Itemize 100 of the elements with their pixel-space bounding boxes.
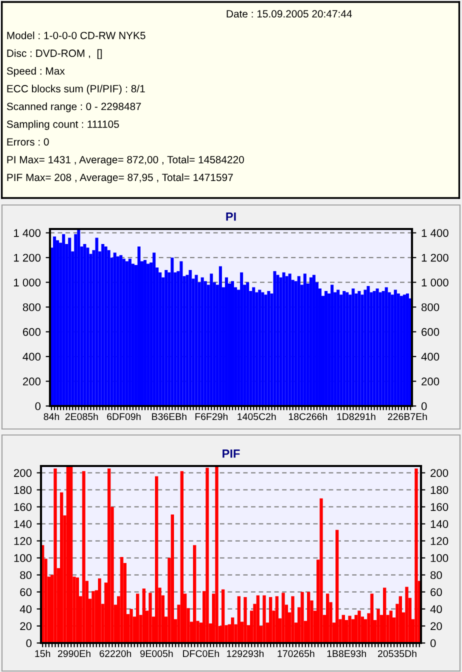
bar (336, 290, 340, 406)
y-tick-label: 20 (20, 622, 32, 630)
bar (303, 274, 306, 406)
bar (269, 597, 272, 643)
y2-tick-label: 1 400 (422, 229, 448, 237)
bar (370, 594, 374, 643)
bar (291, 596, 294, 643)
bar (264, 294, 268, 406)
y2-tick-label: 200 (430, 469, 448, 477)
bar (206, 468, 209, 643)
bar (231, 617, 234, 643)
bar (92, 591, 95, 643)
x-tick-label: 20535Dh (378, 650, 416, 658)
bar (376, 288, 379, 406)
bar (364, 290, 367, 406)
bar (354, 614, 358, 643)
y-tick-label: 600 (23, 328, 41, 336)
y-tick-label: 1 400 (14, 229, 41, 237)
bar (297, 276, 300, 406)
y2-tick-label: 1 200 (422, 254, 448, 262)
y2-tick-label: 180 (430, 486, 448, 494)
text: Sampling count : 111105 (6, 120, 119, 130)
y2-tick-label: 120 (430, 537, 448, 546)
y2-tick-label: 40 (430, 605, 442, 614)
bar (285, 276, 288, 406)
x-tick-label: F6F29h (195, 412, 228, 420)
bar (83, 244, 86, 406)
bar (62, 234, 66, 406)
bar (252, 287, 256, 406)
bar (372, 290, 376, 406)
bar (107, 250, 110, 406)
x-tick-label: 1B8E93h (327, 650, 366, 658)
bar (136, 594, 140, 643)
bar (394, 290, 397, 406)
y2-tick-label: 1 000 (422, 278, 448, 286)
bar (116, 256, 120, 406)
y-tick-label: 100 (14, 554, 32, 562)
bar (215, 466, 218, 643)
y-tick-label: 120 (14, 537, 32, 546)
y2-tick-label: 0 (430, 639, 436, 648)
text: ECC blocks sum (PI/PIF) : 8/1 (7, 84, 145, 94)
bar (98, 578, 102, 643)
bar (130, 608, 133, 643)
y-tick-label: 200 (14, 469, 32, 477)
bar (336, 530, 339, 643)
bar (383, 588, 386, 643)
bar (258, 290, 262, 406)
bar (384, 287, 388, 406)
bar (188, 270, 192, 406)
y-tick-label: 140 (14, 520, 32, 528)
bar (256, 595, 260, 643)
x-tick-label: 1405C2h (238, 412, 276, 420)
bar (352, 288, 355, 406)
bar (54, 468, 57, 643)
x-tick-label: DFC0Eh (183, 650, 219, 658)
bar (414, 468, 418, 643)
x-tick-label: 6DF09h (107, 412, 141, 420)
bar (237, 596, 240, 643)
y-tick-label: 0 (26, 639, 32, 648)
y2-tick-label: 140 (430, 520, 448, 528)
bar (120, 557, 124, 643)
text: PI Max= 1431 , Average= 872,00 , Total= 14584220 (7, 156, 244, 166)
bar (405, 586, 408, 643)
chart-title: PIF (222, 450, 240, 458)
bar (108, 468, 111, 643)
y2-tick-label: 100 (430, 554, 448, 562)
y2-tick-label: 160 (430, 503, 448, 511)
bar (244, 597, 247, 643)
bar (389, 610, 392, 643)
y2-tick-label: 400 (421, 352, 440, 361)
bar (113, 252, 116, 406)
bar (276, 274, 280, 406)
y-tick-label: 800 (22, 303, 41, 312)
bar (282, 592, 285, 643)
bar (346, 292, 349, 406)
bar (358, 610, 361, 643)
bar (70, 466, 73, 643)
y-tick-label: 1 000 (14, 278, 41, 286)
bar (275, 596, 278, 643)
y-tick-label: 1 200 (14, 254, 41, 262)
bar (210, 274, 213, 406)
x-tick-label: 129293h (227, 650, 264, 658)
bar (77, 229, 80, 406)
bar (76, 577, 79, 643)
x-tick-label: 2990Eh (58, 650, 90, 658)
bar (74, 234, 78, 406)
text: Scanned range : 0 - 2298487 (6, 102, 141, 112)
x-tick-label: B36EBh (152, 412, 186, 420)
bar (180, 471, 184, 643)
text: Disc : DVD-ROM , [] (7, 49, 102, 59)
bar (282, 272, 286, 406)
x-tick-label: 18C266h (288, 412, 328, 420)
y-tick-label: 0 (35, 402, 41, 410)
text: Errors : 0 (7, 138, 49, 146)
bar (307, 592, 310, 643)
bar (200, 277, 204, 406)
bar (348, 616, 352, 643)
text: Speed : Max (6, 67, 65, 77)
bar (95, 238, 98, 406)
x-tick-label: 9E005h (140, 650, 173, 658)
